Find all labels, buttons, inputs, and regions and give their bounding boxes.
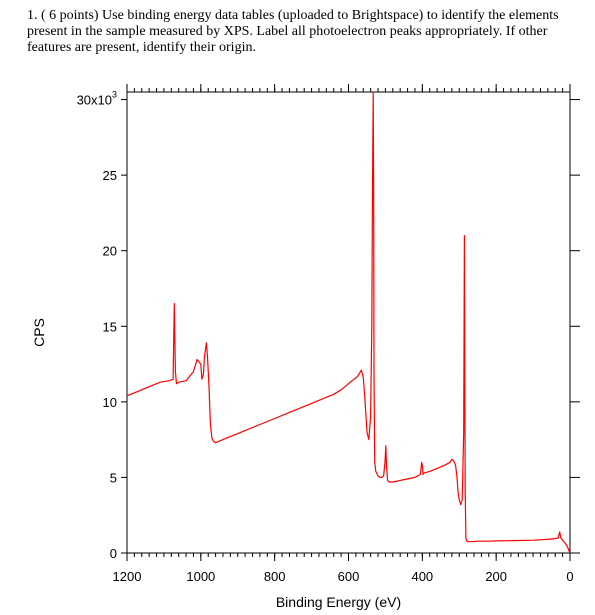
y-tick-label: 10 [103, 395, 117, 410]
question-text: 1. ( 6 points) Use binding energy data t… [27, 8, 559, 55]
y-tick-label: 0 [110, 546, 117, 561]
x-axis-title: Binding Energy (eV) [276, 594, 401, 610]
y-tick-label: 30x103 [77, 90, 117, 108]
y-tick-label: 15 [103, 319, 117, 334]
x-tick-label: 800 [264, 569, 286, 584]
y-tick-label: 25 [103, 168, 117, 183]
y-tick-label: 20 [103, 244, 117, 259]
x-tick-label: 1000 [186, 569, 215, 584]
x-tick-label: 600 [338, 569, 360, 584]
spectrum-line [126, 91, 571, 554]
y-axis-title: CPS [31, 318, 47, 347]
x-tick-label: 400 [411, 569, 433, 584]
y-tick-label: 5 [110, 470, 117, 485]
plot-frame [126, 91, 571, 554]
y-tick-exponent: 3 [112, 90, 117, 100]
x-tick-label: 200 [485, 569, 507, 584]
x-tick-label: 0 [566, 569, 573, 584]
x-tick-label: 1200 [113, 569, 142, 584]
